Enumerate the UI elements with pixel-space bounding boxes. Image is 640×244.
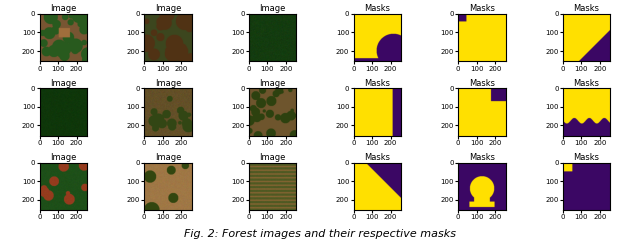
Title: Masks: Masks <box>469 79 495 88</box>
Title: Masks: Masks <box>364 79 390 88</box>
Text: Fig. 2: Forest images and their respective masks: Fig. 2: Forest images and their respecti… <box>184 229 456 239</box>
Title: Masks: Masks <box>573 79 600 88</box>
Title: Image: Image <box>155 153 181 162</box>
Title: Image: Image <box>259 79 286 88</box>
Title: Image: Image <box>155 79 181 88</box>
Title: Image: Image <box>50 79 76 88</box>
Title: Image: Image <box>259 4 286 13</box>
Title: Masks: Masks <box>573 4 600 13</box>
Title: Masks: Masks <box>364 153 390 162</box>
Title: Masks: Masks <box>573 153 600 162</box>
Title: Image: Image <box>50 4 76 13</box>
Title: Image: Image <box>155 4 181 13</box>
Title: Masks: Masks <box>469 4 495 13</box>
Title: Masks: Masks <box>469 153 495 162</box>
Title: Masks: Masks <box>364 4 390 13</box>
Title: Image: Image <box>50 153 76 162</box>
Title: Image: Image <box>259 153 286 162</box>
